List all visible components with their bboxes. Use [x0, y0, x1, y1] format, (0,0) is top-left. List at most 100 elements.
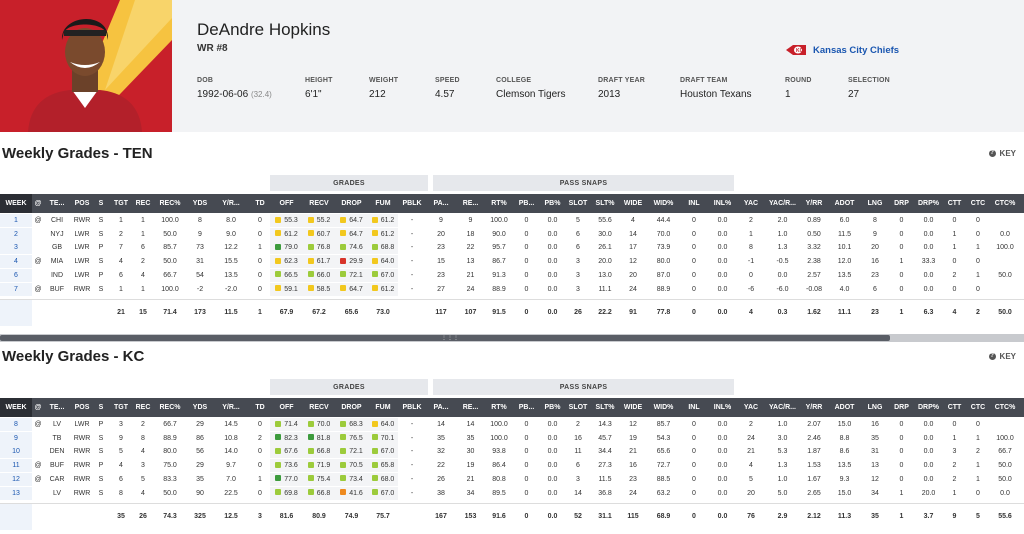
column-header[interactable]: CTC: [970, 200, 986, 207]
column-header[interactable]: RE...: [462, 404, 479, 411]
column-header[interactable]: RECV: [309, 404, 329, 411]
column-header[interactable]: YDS: [192, 200, 208, 207]
total-cell: 1.62: [807, 309, 821, 317]
table-row[interactable]: 7 @ BUF RWR S 1 1 100.0 -2 -2.0 0 59.1 58.5 64.7 61.2 -…: [0, 282, 1024, 296]
column-header[interactable]: WID%: [653, 200, 674, 207]
horizontal-scrollbar[interactable]: ⋮⋮⋮: [0, 334, 1024, 342]
column-header[interactable]: TGT: [114, 200, 128, 207]
column-header[interactable]: FUM: [375, 200, 391, 207]
column-header[interactable]: INL: [688, 404, 700, 411]
column-header[interactable]: TD: [255, 404, 265, 411]
table-row[interactable]: 9 TB RWR S 9 8 88.9 86 10.8 2 82.3 81.8 76.5 70.1 - 35 3…: [0, 431, 1024, 445]
table-row[interactable]: 1 @ CHI RWR S 1 1 100.0 8 8.0 0 55.3 55.2 64.7 61.2-9 9…: [0, 214, 1024, 227]
column-header[interactable]: POS: [74, 200, 90, 207]
column-header[interactable]: CTT: [947, 404, 962, 411]
column-header[interactable]: TGT: [114, 404, 128, 411]
cell-recv: 66.0: [303, 268, 335, 282]
column-header[interactable]: PBLK: [402, 404, 422, 411]
cell-yr: 9.0: [226, 230, 236, 238]
table-row[interactable]: 8 @ LV LWR P 3 2 66.7 29 14.5 0 71.4 70.0 68.3 64.0 - 14…: [0, 418, 1024, 431]
column-header[interactable]: PB...: [518, 404, 535, 411]
column-header[interactable]: RT%: [491, 200, 507, 207]
column-header[interactable]: S: [98, 200, 104, 207]
table-row[interactable]: 4 @ MIA LWR S 4 2 50.0 31 15.5 0 62.3 61.7 29.9 64.0-1…: [0, 255, 1024, 269]
table-row[interactable]: 10 DEN RWR S 5 4 80.0 56 14.0 0 67.6 66.8 72.1 67.0 - 3…: [0, 445, 1024, 459]
team-link[interactable]: KC Kansas City Chiefs: [785, 43, 899, 57]
column-header[interactable]: LNG: [867, 404, 883, 411]
column-header[interactable]: YAC: [743, 200, 759, 207]
column-header[interactable]: PB%: [544, 200, 561, 207]
table-row[interactable]: 6 IND LWR P 6 4 66.7 54 13.5 0 66.5 66.0 72.1 67.0-23…: [0, 268, 1024, 282]
column-header[interactable]: PA...: [433, 200, 449, 207]
column-header[interactable]: DROP: [341, 404, 362, 411]
column-header[interactable]: @: [34, 200, 42, 207]
column-header[interactable]: PBLK: [402, 200, 422, 207]
column-header[interactable]: @: [34, 404, 42, 411]
table-row[interactable]: 12 @ CAR RWR S 6 5 83.3 35 7.0 1 77.0 75.4 73.4 68.0-2…: [0, 472, 1024, 486]
cell-pb: 0: [524, 217, 529, 224]
column-header[interactable]: TD: [255, 200, 265, 207]
column-header[interactable]: RE...: [462, 200, 479, 207]
key-button[interactable]: ? KEY: [988, 148, 1016, 158]
column-header[interactable]: RT%: [491, 404, 507, 411]
cell-re: 21: [466, 271, 475, 279]
cell-pblk: -: [410, 271, 414, 279]
column-header[interactable]: WIDE: [623, 404, 643, 411]
column-header[interactable]: Y/RR: [805, 200, 823, 207]
column-header[interactable]: OFF: [279, 404, 294, 411]
column-header[interactable]: Y/R...: [222, 404, 240, 411]
scrollbar-thumb[interactable]: [0, 335, 890, 341]
column-header[interactable]: TE...: [49, 404, 65, 411]
column-header[interactable]: YAC: [743, 404, 759, 411]
column-header[interactable]: DROP: [341, 200, 362, 207]
column-header[interactable]: POS: [74, 404, 90, 411]
column-header[interactable]: INL: [688, 200, 700, 207]
column-header[interactable]: DRP: [894, 404, 909, 411]
column-header[interactable]: OFF: [279, 200, 294, 207]
column-header[interactable]: WEEK: [0, 398, 32, 417]
table-row[interactable]: 2 NYJ LWR S 2 1 50.0 9 9.0 0 61.2 60.7 64.7 61.2-20 18…: [0, 227, 1024, 241]
column-header[interactable]: SLT%: [595, 200, 615, 207]
column-header[interactable]: CTC%: [994, 200, 1016, 207]
column-header[interactable]: REC%: [159, 200, 181, 207]
column-header[interactable]: WIDE: [623, 200, 643, 207]
cell-yacr: 5.0: [777, 489, 788, 497]
column-header[interactable]: ADOT: [834, 404, 855, 411]
column-header[interactable]: YDS: [192, 404, 208, 411]
table-row[interactable]: 11 @ BUF RWR P 4 3 75.0 29 9.7 0 73.6 71.9 70.5 65.8 - 2…: [0, 459, 1024, 473]
column-header[interactable]: Y/R...: [222, 200, 240, 207]
column-header[interactable]: CTT: [947, 200, 962, 207]
column-header[interactable]: REC: [135, 200, 151, 207]
column-header[interactable]: DRP%: [917, 404, 939, 411]
column-header[interactable]: DRP: [894, 200, 909, 207]
column-header[interactable]: RECV: [309, 200, 329, 207]
column-header[interactable]: REC: [135, 404, 151, 411]
column-header[interactable]: PA...: [433, 404, 449, 411]
table-row[interactable]: 13 LV RWR S 8 4 50.0 90 22.5 0 69.8 66.8 41.6 67.0 - 38…: [0, 486, 1024, 500]
column-header[interactable]: WID%: [653, 404, 674, 411]
column-header[interactable]: Y/RR: [805, 404, 823, 411]
column-header[interactable]: DRP%: [917, 200, 939, 207]
column-header[interactable]: REC%: [159, 404, 181, 411]
column-header[interactable]: FUM: [375, 404, 391, 411]
column-header[interactable]: CTC: [970, 404, 986, 411]
column-header[interactable]: YAC/R...: [769, 200, 796, 207]
cell-rec%: 83.3: [163, 475, 177, 483]
column-header[interactable]: LNG: [867, 200, 883, 207]
column-header[interactable]: PB%: [544, 404, 561, 411]
key-button[interactable]: ? KEY: [988, 351, 1016, 361]
column-header[interactable]: SLT%: [595, 404, 615, 411]
column-header[interactable]: SLOT: [568, 404, 588, 411]
table-row[interactable]: 3 GB LWR P 7 6 85.7 73 12.2 1 79.0 76.8 74.6 68.8 - 23 2…: [0, 241, 1024, 255]
column-header[interactable]: ADOT: [834, 200, 855, 207]
column-header[interactable]: INL%: [713, 404, 732, 411]
column-header[interactable]: WEEK: [0, 194, 32, 213]
column-header[interactable]: CTC%: [994, 404, 1016, 411]
meta-value-speed: 4.57: [435, 89, 455, 100]
column-header[interactable]: S: [98, 404, 104, 411]
column-header[interactable]: INL%: [713, 200, 732, 207]
column-header[interactable]: TE...: [49, 200, 65, 207]
column-header[interactable]: SLOT: [568, 200, 588, 207]
column-header[interactable]: YAC/R...: [769, 404, 796, 411]
column-header[interactable]: PB...: [518, 200, 535, 207]
